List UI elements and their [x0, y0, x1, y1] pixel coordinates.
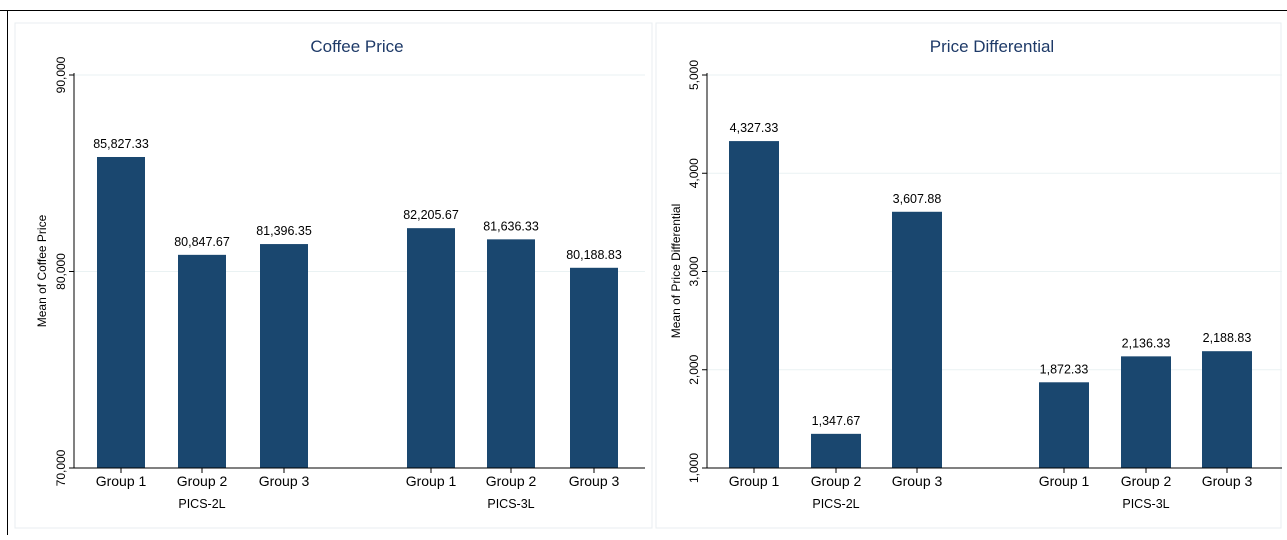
- category-label: Group 3: [1202, 473, 1253, 489]
- category-label: Group 2: [177, 473, 228, 489]
- bar-value-label: 2,136.33: [1122, 336, 1171, 350]
- group-label: PICS-2L: [812, 497, 859, 511]
- chart-panel-1: Coffee Price 70,000 80,000 90,000 Mean of Co…: [14, 22, 653, 529]
- y-axis-label: Mean of Coffee Price: [35, 214, 49, 327]
- bar: [811, 433, 861, 468]
- category-label: Group 3: [892, 473, 943, 489]
- bar: [570, 267, 618, 468]
- category-label: Group 3: [259, 473, 310, 489]
- category-label: Group 2: [486, 473, 537, 489]
- group-label: PICS-3L: [487, 497, 534, 511]
- category-label: Group 1: [96, 473, 147, 489]
- category-label: Group 3: [569, 473, 620, 489]
- bar-value-label: 81,636.33: [483, 219, 539, 233]
- category-label: Group 2: [811, 473, 862, 489]
- y-tick-label: 3,000: [687, 256, 701, 286]
- y-tick-label: 90,000: [54, 56, 68, 93]
- bar-value-label: 80,847.67: [174, 235, 230, 249]
- bar: [260, 244, 308, 468]
- bar: [1039, 382, 1089, 468]
- bar: [1202, 351, 1252, 468]
- group-label: PICS-2L: [178, 497, 225, 511]
- y-tick-label: 80,000: [54, 253, 68, 290]
- y-tick-label: 5,000: [687, 60, 701, 90]
- bar: [487, 239, 535, 468]
- chart-title: Price Differential: [930, 37, 1054, 56]
- category-label: Group 2: [1121, 473, 1172, 489]
- chart-panel-2: Price Differential 1,000 2,000 3,000 4,000 5,…: [655, 22, 1282, 529]
- category-label: Group 1: [729, 473, 780, 489]
- bar-value-label: 80,188.83: [566, 248, 622, 262]
- bar-value-label: 1,347.67: [812, 414, 861, 428]
- category-label: Group 1: [1039, 473, 1090, 489]
- bar: [97, 156, 145, 468]
- y-tick-label: 2,000: [687, 354, 701, 384]
- bar: [1121, 356, 1171, 468]
- y-tick-label: 4,000: [687, 158, 701, 188]
- bar: [729, 141, 779, 468]
- bar: [178, 254, 226, 468]
- group-label: PICS-3L: [1122, 497, 1169, 511]
- bar-value-label: 82,205.67: [403, 208, 459, 222]
- chart-title: Coffee Price: [310, 37, 403, 56]
- category-label: Group 1: [406, 473, 457, 489]
- bar: [892, 211, 942, 468]
- bar-value-label: 81,396.35: [256, 224, 312, 238]
- y-axis-label: Mean of Price Differential: [669, 204, 683, 339]
- bar: [407, 228, 455, 468]
- bar-value-label: 2,188.83: [1203, 331, 1252, 345]
- bar-value-label: 1,872.33: [1040, 362, 1089, 376]
- bar-value-label: 85,827.33: [93, 137, 149, 151]
- bar-value-label: 3,607.88: [893, 192, 942, 206]
- y-tick-label: 70,000: [54, 449, 68, 486]
- bar-value-label: 4,327.33: [730, 121, 779, 135]
- y-tick-label: 1,000: [687, 453, 701, 483]
